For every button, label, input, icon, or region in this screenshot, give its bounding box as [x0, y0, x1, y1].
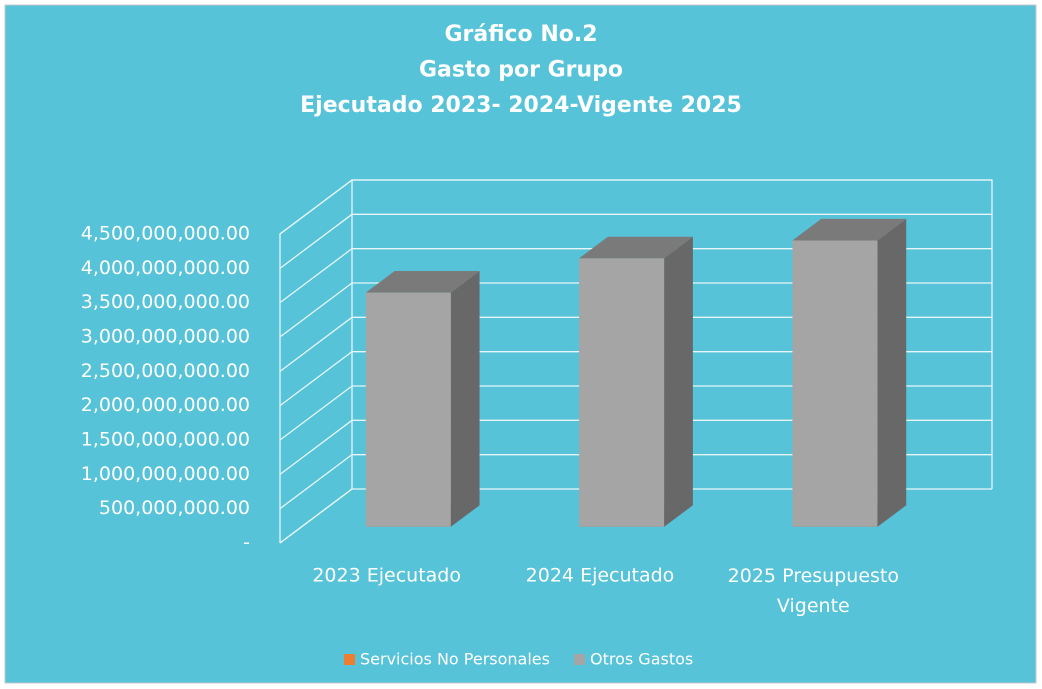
y-tick-label: - [243, 532, 250, 554]
bar [365, 271, 480, 527]
legend-label: Servicios No Personales [360, 650, 550, 669]
chart-title: Ejecutado 2023- 2024-Vigente 2025 [300, 93, 742, 118]
grid-line [279, 248, 992, 304]
legend-swatch [573, 654, 585, 665]
y-tick-label: 2,500,000,000.00 [81, 360, 250, 382]
grid-line [279, 488, 992, 544]
y-tick-label: 500,000,000.00 [99, 497, 250, 519]
bar-side [664, 236, 693, 527]
y-tick-label: 2,000,000,000.00 [81, 394, 250, 416]
bar-top [365, 271, 480, 293]
bar-side [877, 218, 907, 527]
bar-top [579, 236, 693, 259]
y-tick-label: 3,000,000,000.00 [81, 326, 250, 348]
grid-line [279, 351, 992, 407]
grid-line [279, 213, 992, 269]
y-tick-label: 1,000,000,000.00 [81, 463, 250, 485]
chart-title: Gráfico No.2 [444, 22, 597, 47]
grid-line [279, 179, 992, 235]
bar-front [579, 258, 665, 527]
grid-line [279, 282, 992, 338]
legend-label: Otros Gastos [590, 650, 693, 669]
bar [792, 218, 907, 527]
bar-front [792, 240, 878, 527]
grid-line [279, 454, 992, 510]
y-tick-label: 4,000,000,000.00 [81, 257, 250, 279]
y-tick-label: 1,500,000,000.00 [81, 429, 250, 451]
grid-line [279, 419, 992, 475]
y-tick-label: 4,500,000,000.00 [81, 223, 250, 245]
bar [579, 236, 693, 527]
chart-title: Gasto por Grupo [419, 58, 623, 83]
x-tick-label: 2025 Presupuesto Vigente [728, 565, 899, 617]
legend-swatch [344, 654, 355, 665]
grid-line [279, 385, 992, 441]
x-tick-label: 2023 Ejecutado [312, 565, 461, 587]
x-tick-label: 2024 Ejecutado [526, 565, 675, 587]
bar-front [365, 292, 451, 527]
bar-top [792, 218, 907, 241]
bar-side [450, 271, 480, 527]
y-tick-label: 3,500,000,000.00 [81, 291, 250, 313]
grid-line [279, 316, 992, 372]
